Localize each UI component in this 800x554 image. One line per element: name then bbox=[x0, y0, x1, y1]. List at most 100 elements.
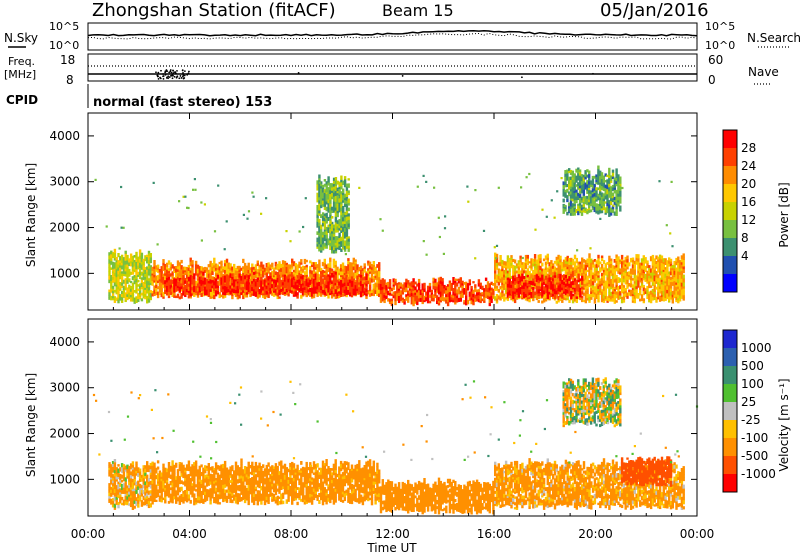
range-gate-cell bbox=[426, 289, 430, 294]
range-gate-cell bbox=[575, 260, 579, 264]
range-gate-cell bbox=[381, 278, 385, 282]
range-gate-cell bbox=[653, 261, 656, 264]
range-gate-cell bbox=[339, 290, 343, 295]
range-gate-cell bbox=[566, 266, 569, 270]
range-gate-cell bbox=[479, 295, 482, 298]
range-gate-cell bbox=[559, 285, 562, 289]
range-gate-cell bbox=[557, 290, 560, 295]
range-gate-cell bbox=[526, 271, 530, 275]
range-gate-cell bbox=[646, 265, 649, 269]
range-gate-cell bbox=[573, 298, 577, 302]
range-gate-cell bbox=[655, 255, 658, 260]
range-gate-cell bbox=[108, 291, 111, 296]
range-gate-cell bbox=[457, 297, 461, 302]
nave-dot bbox=[166, 77, 168, 79]
range-gate-cell bbox=[557, 258, 560, 262]
range-gate-cell bbox=[600, 207, 604, 211]
range-gate-cell bbox=[401, 287, 405, 292]
range-gate-cell bbox=[327, 294, 330, 299]
range-gate-cell bbox=[570, 268, 573, 272]
range-gate-cell bbox=[213, 290, 216, 294]
range-gate-cell bbox=[332, 233, 336, 237]
range-gate-cell bbox=[599, 170, 602, 175]
range-gate-cell bbox=[258, 289, 261, 292]
range-gate-cell bbox=[631, 284, 635, 289]
range-gate-cell bbox=[595, 193, 598, 198]
range-gate-cell bbox=[658, 272, 662, 276]
range-gate-cell bbox=[617, 268, 620, 271]
range-gate-cell bbox=[566, 211, 569, 216]
range-gate-cell bbox=[243, 268, 247, 273]
range-gate-cell bbox=[343, 272, 347, 276]
range-gate-cell bbox=[615, 274, 618, 279]
range-gate-cell bbox=[591, 278, 595, 282]
range-gate-cell bbox=[342, 188, 345, 193]
range-gate-cell bbox=[454, 278, 457, 281]
range-gate-cell bbox=[425, 180, 428, 183]
range-gate-cell bbox=[658, 254, 662, 259]
range-gate-cell bbox=[512, 258, 515, 262]
range-gate-cell bbox=[149, 257, 153, 261]
range-gate-cell bbox=[586, 198, 589, 202]
range-gate-cell bbox=[205, 291, 209, 296]
range-gate-cell bbox=[512, 283, 515, 288]
range-gate-cell bbox=[593, 294, 597, 299]
range-gate-cell bbox=[318, 174, 321, 179]
range-gate-cell bbox=[466, 283, 470, 288]
range-gate-cell bbox=[573, 205, 576, 208]
range-gate-cell bbox=[323, 183, 327, 187]
range-gate-cell bbox=[508, 290, 511, 293]
range-gate-cell bbox=[332, 201, 336, 204]
range-gate-cell bbox=[140, 279, 144, 283]
range-gate-cell bbox=[323, 206, 327, 211]
range-gate-cell bbox=[680, 261, 684, 265]
range-gate-cell bbox=[236, 292, 240, 297]
range-gate-cell bbox=[193, 278, 196, 283]
range-gate-cell bbox=[678, 265, 682, 269]
range-gate-cell bbox=[600, 272, 604, 277]
range-gate-cell bbox=[378, 283, 381, 286]
range-gate-cell bbox=[213, 267, 216, 272]
range-gate-cell bbox=[528, 292, 531, 295]
range-gate-cell bbox=[541, 268, 544, 272]
range-gate-cell bbox=[256, 288, 260, 292]
range-gate-cell bbox=[590, 285, 593, 289]
range-gate-cell bbox=[305, 264, 308, 268]
range-gate-cell bbox=[152, 181, 155, 184]
range-gate-cell bbox=[394, 293, 397, 298]
range-gate-cell bbox=[631, 289, 635, 295]
range-gate-cell bbox=[146, 287, 149, 291]
range-gate-cell bbox=[617, 262, 620, 265]
range-gate-cell bbox=[432, 281, 435, 284]
range-gate-cell bbox=[274, 278, 278, 282]
range-gate-cell bbox=[251, 292, 254, 296]
range-gate-cell bbox=[276, 266, 279, 271]
range-gate-cell bbox=[597, 294, 600, 299]
range-gate-cell bbox=[137, 265, 140, 270]
range-gate-cell bbox=[128, 292, 131, 297]
range-gate-cell bbox=[209, 272, 212, 277]
range-gate-cell bbox=[352, 282, 356, 286]
range-gate-cell bbox=[247, 281, 250, 286]
range-gate-cell bbox=[515, 277, 519, 282]
range-gate-cell bbox=[660, 270, 664, 274]
range-gate-cell bbox=[401, 297, 405, 300]
range-gate-cell bbox=[359, 277, 363, 282]
range-gate-cell bbox=[198, 276, 202, 281]
range-gate-cell bbox=[108, 498, 111, 501]
range-gate-cell bbox=[437, 297, 441, 301]
range-gate-cell bbox=[322, 217, 325, 220]
range-gate-cell bbox=[339, 283, 343, 288]
range-gate-cell bbox=[242, 266, 245, 270]
range-gate-cell bbox=[176, 273, 180, 278]
range-gate-cell bbox=[439, 280, 443, 284]
range-gate-cell bbox=[340, 238, 343, 242]
range-gate-cell bbox=[615, 300, 618, 303]
range-gate-cell bbox=[144, 269, 147, 274]
range-gate-cell bbox=[321, 274, 325, 278]
range-gate-cell bbox=[530, 288, 533, 293]
range-gate-cell bbox=[329, 267, 332, 271]
range-gate-cell bbox=[613, 268, 617, 273]
range-gate-cell bbox=[318, 181, 321, 184]
range-gate-cell bbox=[169, 262, 173, 267]
